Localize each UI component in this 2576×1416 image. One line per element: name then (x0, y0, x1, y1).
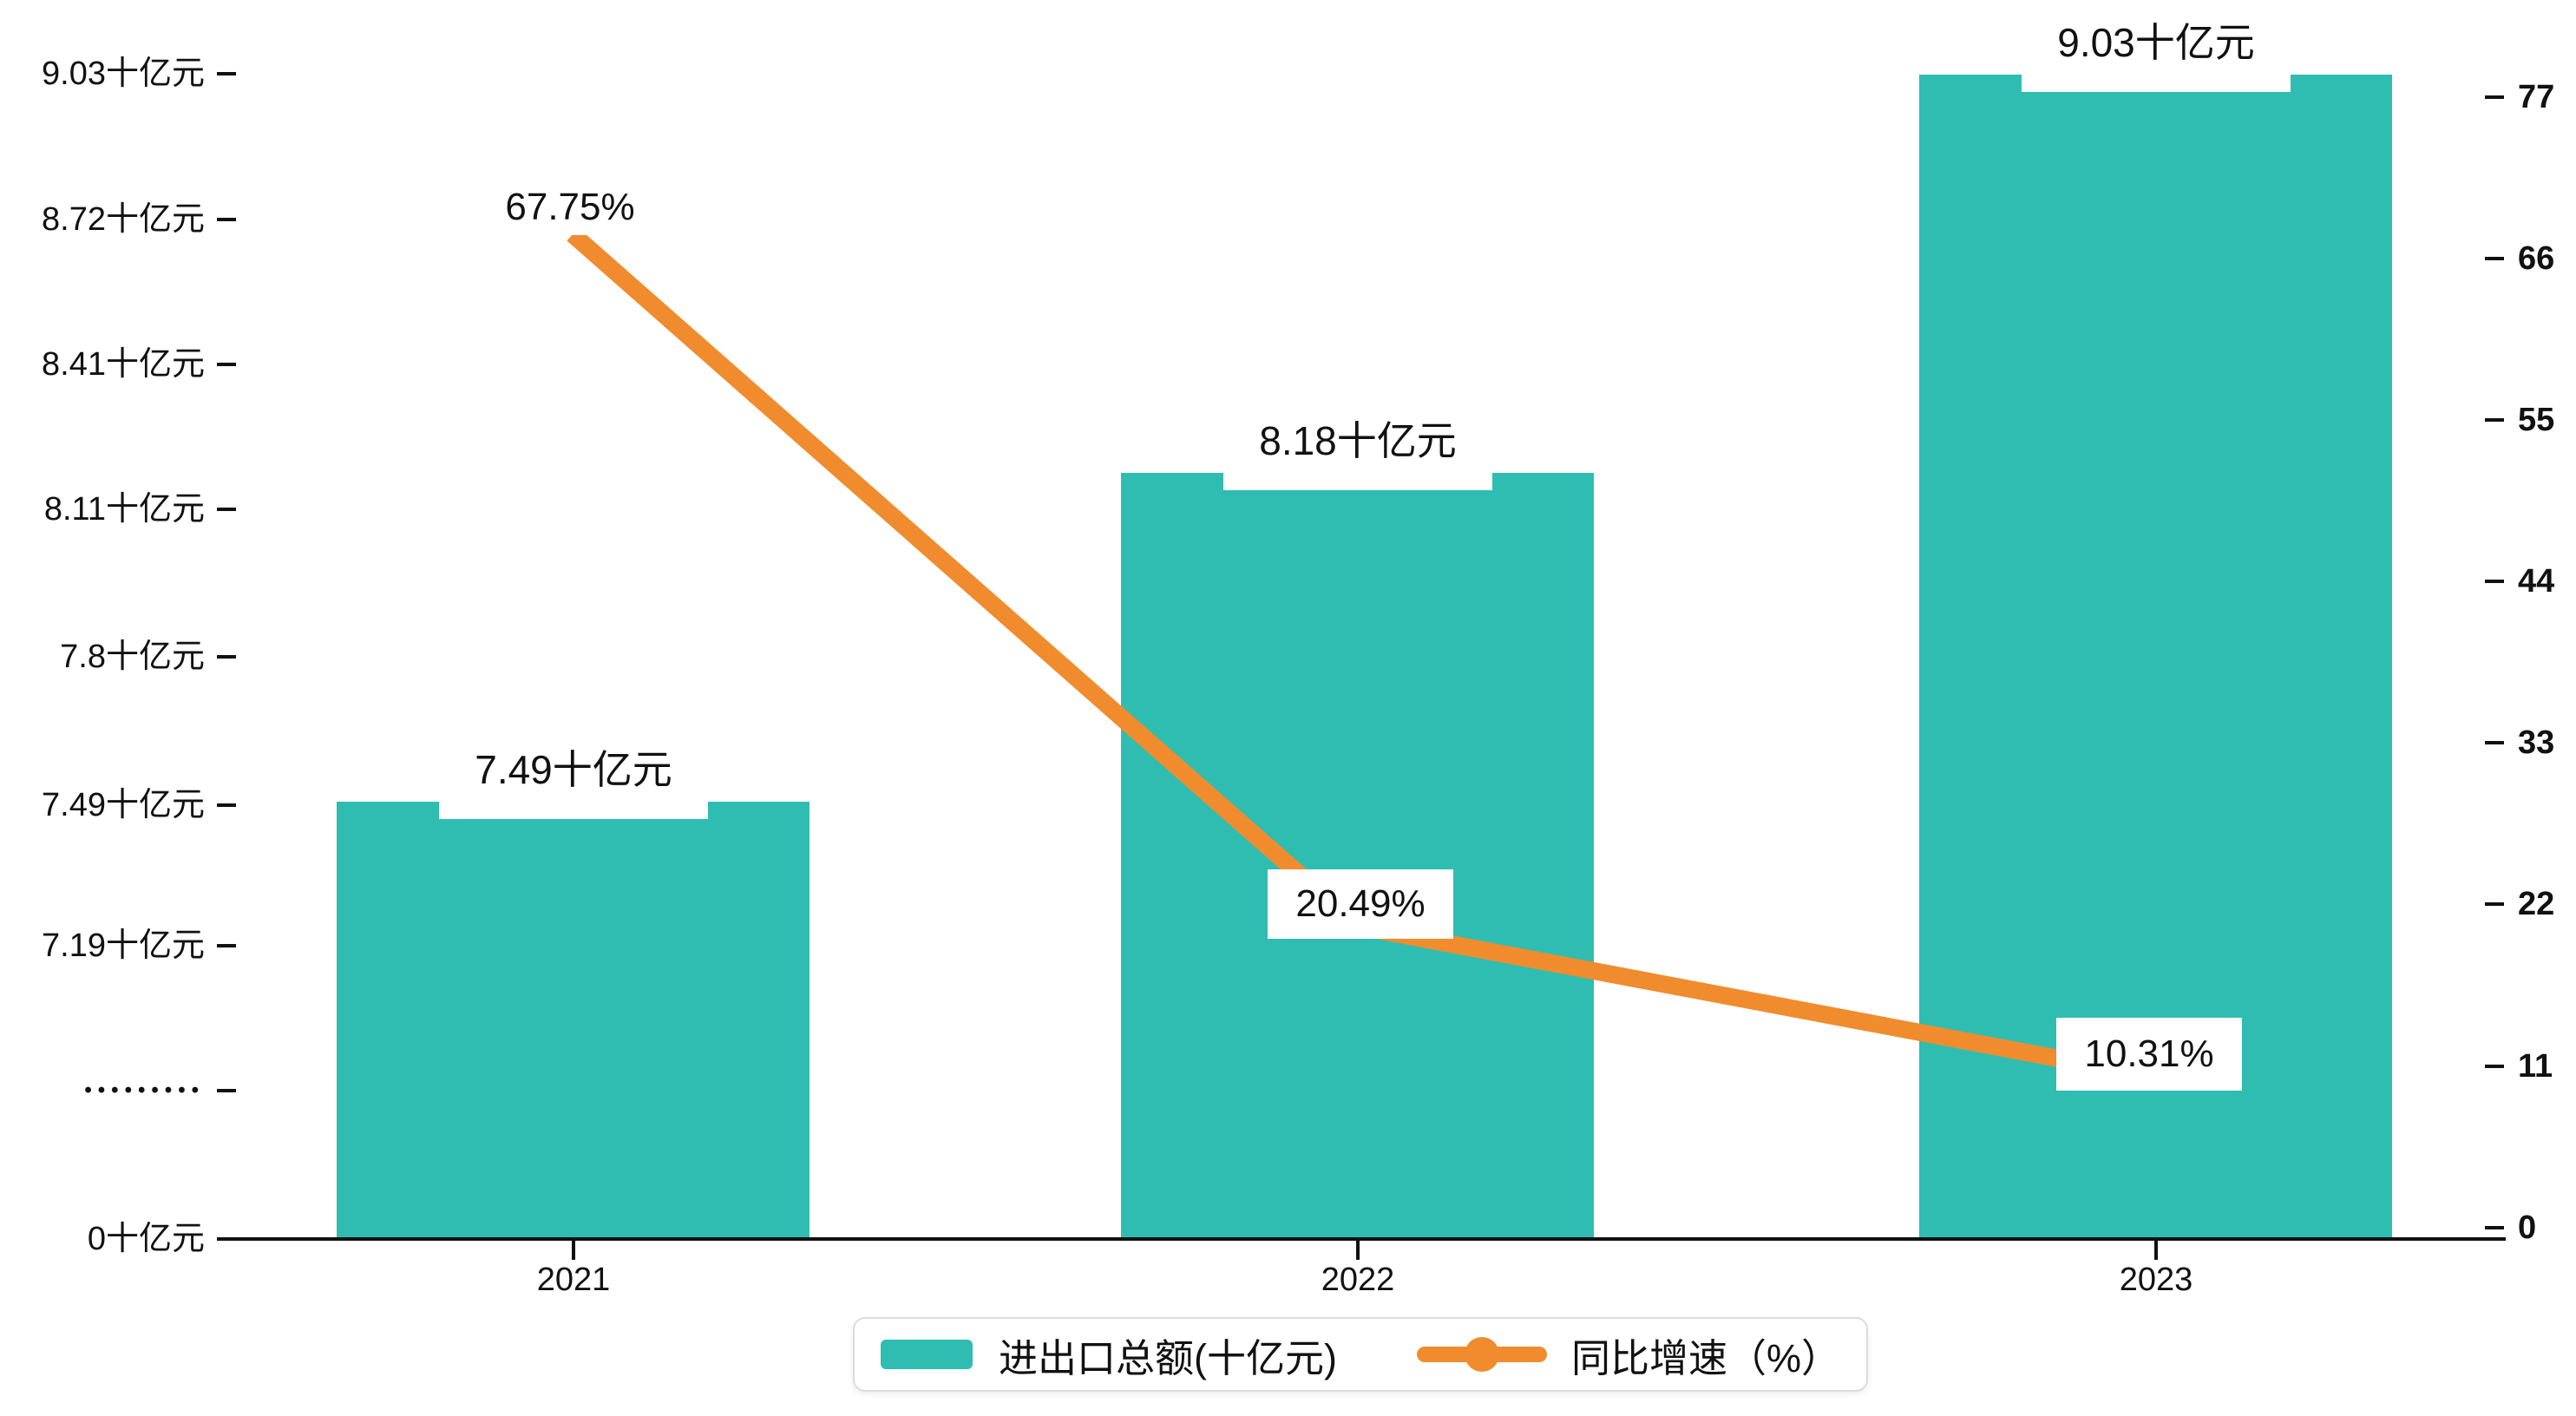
bar-value-label: 8.18十亿元 (1158, 416, 1557, 466)
bar-value-label: 9.03十亿元 (1957, 17, 2356, 68)
right-axis-label: 55 (2518, 402, 2555, 438)
left-axis-label: 8.72十亿元 (42, 201, 205, 238)
x-axis-tick (2154, 1241, 2158, 1260)
right-axis-tick (2485, 741, 2504, 744)
left-axis-tick (217, 1089, 236, 1092)
left-axis-label: 7.19十亿元 (42, 928, 205, 964)
left-axis-tick (217, 218, 236, 221)
right-axis-label: 0 (2518, 1210, 2537, 1246)
x-axis-tick (1356, 1241, 1360, 1260)
right-axis-label: 33 (2518, 724, 2555, 761)
x-axis-label-2023: 2023 (2119, 1262, 2193, 1298)
right-axis-label: 66 (2518, 240, 2555, 277)
left-axis-label: 8.41十亿元 (42, 346, 205, 383)
right-axis-tick (2485, 580, 2504, 583)
x-axis-label-2022: 2022 (1321, 1262, 1395, 1298)
right-axis-tick (2485, 257, 2504, 260)
bar-series-swatch-icon (881, 1340, 973, 1369)
right-axis-tick (2485, 1065, 2504, 1068)
left-axis-label: 9.03十亿元 (42, 56, 205, 92)
left-axis-label: 7.49十亿元 (42, 787, 205, 823)
right-axis-tick (2485, 902, 2504, 906)
x-axis-label-2021: 2021 (536, 1262, 611, 1298)
growth-point-label: 67.75% (478, 180, 662, 235)
right-axis-label: 44 (2518, 563, 2555, 600)
x-axis-line (217, 1237, 2506, 1241)
left-axis-tick (217, 1237, 236, 1241)
left-axis-label: 0十亿元 (87, 1221, 205, 1257)
bar-2022[interactable] (1121, 473, 1594, 1241)
legend-item-line-series[interactable]: 同比增速（%） (1416, 1327, 1840, 1383)
bar-value-label: 7.49十亿元 (374, 744, 773, 795)
left-axis-tick (217, 655, 236, 659)
right-axis-label: 77 (2518, 79, 2555, 115)
left-axis-tick (217, 944, 236, 947)
right-axis-tick (2485, 95, 2504, 99)
left-axis-tick (217, 72, 236, 75)
x-axis-tick (572, 1241, 575, 1260)
legend-line-label: 同比增速（%） (1570, 1335, 1840, 1380)
left-axis-tick (217, 363, 236, 366)
left-axis-tick (217, 803, 236, 807)
legend-item-bar-series[interactable]: 进出口总额(十亿元) (881, 1327, 1337, 1383)
right-axis-tick (2485, 418, 2504, 422)
line-series-marker-icon (1416, 1334, 1547, 1374)
left-axis-break-dots: ••••••••• (84, 1078, 205, 1102)
right-axis-tick (2485, 1226, 2504, 1229)
legend-bar-label: 进出口总额(十亿元) (999, 1335, 1337, 1380)
chart-legend: 进出口总额(十亿元) 同比增速（%） (853, 1317, 1868, 1392)
left-axis-label: 7.8十亿元 (60, 639, 205, 675)
growth-point-label: 20.49% (1268, 869, 1453, 939)
right-axis-label: 22 (2518, 886, 2555, 922)
bar-2021[interactable] (337, 802, 810, 1241)
left-axis-tick (217, 508, 236, 511)
left-axis-label: 8.11十亿元 (43, 491, 205, 528)
growth-point-label: 10.31% (2056, 1018, 2242, 1091)
growth-rate-line[interactable] (567, 227, 2157, 1085)
right-axis-label: 11 (2518, 1048, 2553, 1085)
